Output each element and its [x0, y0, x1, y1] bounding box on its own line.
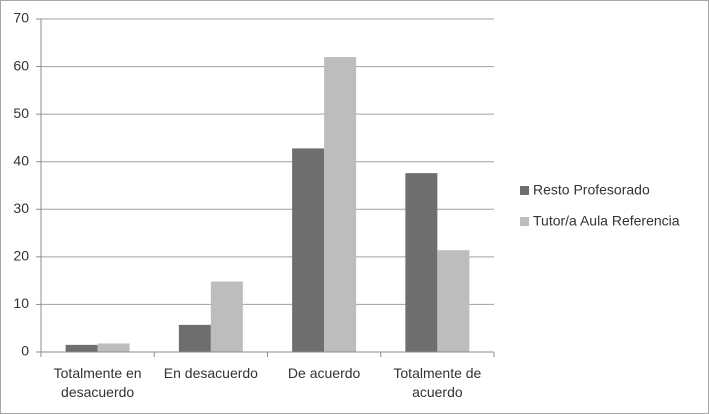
x-tick-label: Totalmente en desacuerdo — [53, 365, 142, 400]
bar — [65, 344, 98, 352]
legend-swatch — [520, 186, 529, 195]
bar — [437, 250, 470, 352]
y-tick-label: 0 — [21, 343, 29, 359]
bar — [405, 173, 438, 352]
y-tick-label: 40 — [13, 152, 29, 168]
legend-swatch — [520, 217, 529, 226]
legend-label: Resto Profesorado — [533, 182, 650, 198]
x-tick-label: En desacuerdo — [163, 365, 258, 381]
y-tick-label: 30 — [13, 200, 29, 216]
bar — [97, 343, 130, 352]
y-tick-label: 50 — [13, 105, 29, 121]
bar — [178, 324, 211, 352]
bar — [210, 281, 243, 352]
legend-label: Tutor/a Aula Referencia — [533, 213, 680, 229]
y-tick-label: 20 — [13, 248, 29, 264]
bar — [292, 148, 325, 352]
x-tick-label: Totalmente de acuerdo — [393, 365, 482, 400]
y-tick-label: 70 — [13, 10, 29, 26]
bar — [324, 57, 357, 353]
y-tick-label: 10 — [13, 295, 29, 311]
x-tick-label: De acuerdo — [287, 365, 361, 381]
y-tick-label: 60 — [13, 57, 29, 73]
